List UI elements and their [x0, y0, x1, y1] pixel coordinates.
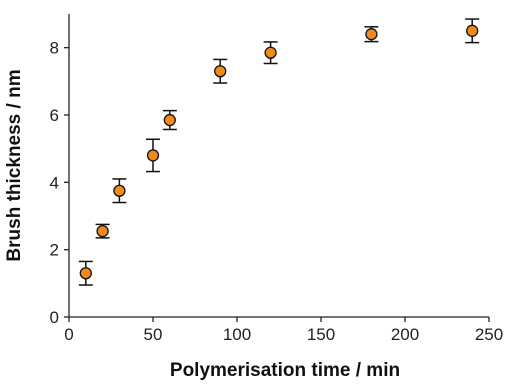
- y-tick-label: 8: [50, 39, 59, 58]
- y-tick-label: 6: [50, 106, 59, 125]
- y-tick-label: 2: [50, 241, 59, 260]
- x-tick-label: 250: [475, 325, 503, 344]
- x-tick-label: 150: [307, 325, 335, 344]
- x-tick-label: 200: [391, 325, 419, 344]
- x-axis-title: Polymerisation time / min: [170, 360, 400, 381]
- data-point: [96, 224, 109, 238]
- data-point: [79, 267, 92, 280]
- tick-labels: 0 50 100 150 200 250 0 2 4 6 8: [50, 39, 504, 344]
- axis-ticks: [64, 47, 490, 322]
- x-tick-label: 50: [144, 325, 163, 344]
- data-point: [214, 65, 227, 78]
- x-tick-label: 0: [64, 325, 73, 344]
- y-tick-label: 4: [50, 173, 59, 192]
- data-point: [113, 184, 126, 197]
- y-axis-title: Brush thickness / nm: [4, 69, 25, 261]
- x-tick-label: 100: [223, 325, 251, 344]
- y-tick-label: 0: [50, 308, 59, 327]
- axes: [68, 14, 489, 318]
- error-bars: [78, 18, 480, 286]
- data-point: [163, 113, 176, 127]
- data-points: [79, 24, 479, 280]
- data-point: [264, 46, 277, 59]
- data-point: [466, 24, 479, 37]
- data-point: [365, 28, 378, 41]
- data-point: [146, 149, 160, 162]
